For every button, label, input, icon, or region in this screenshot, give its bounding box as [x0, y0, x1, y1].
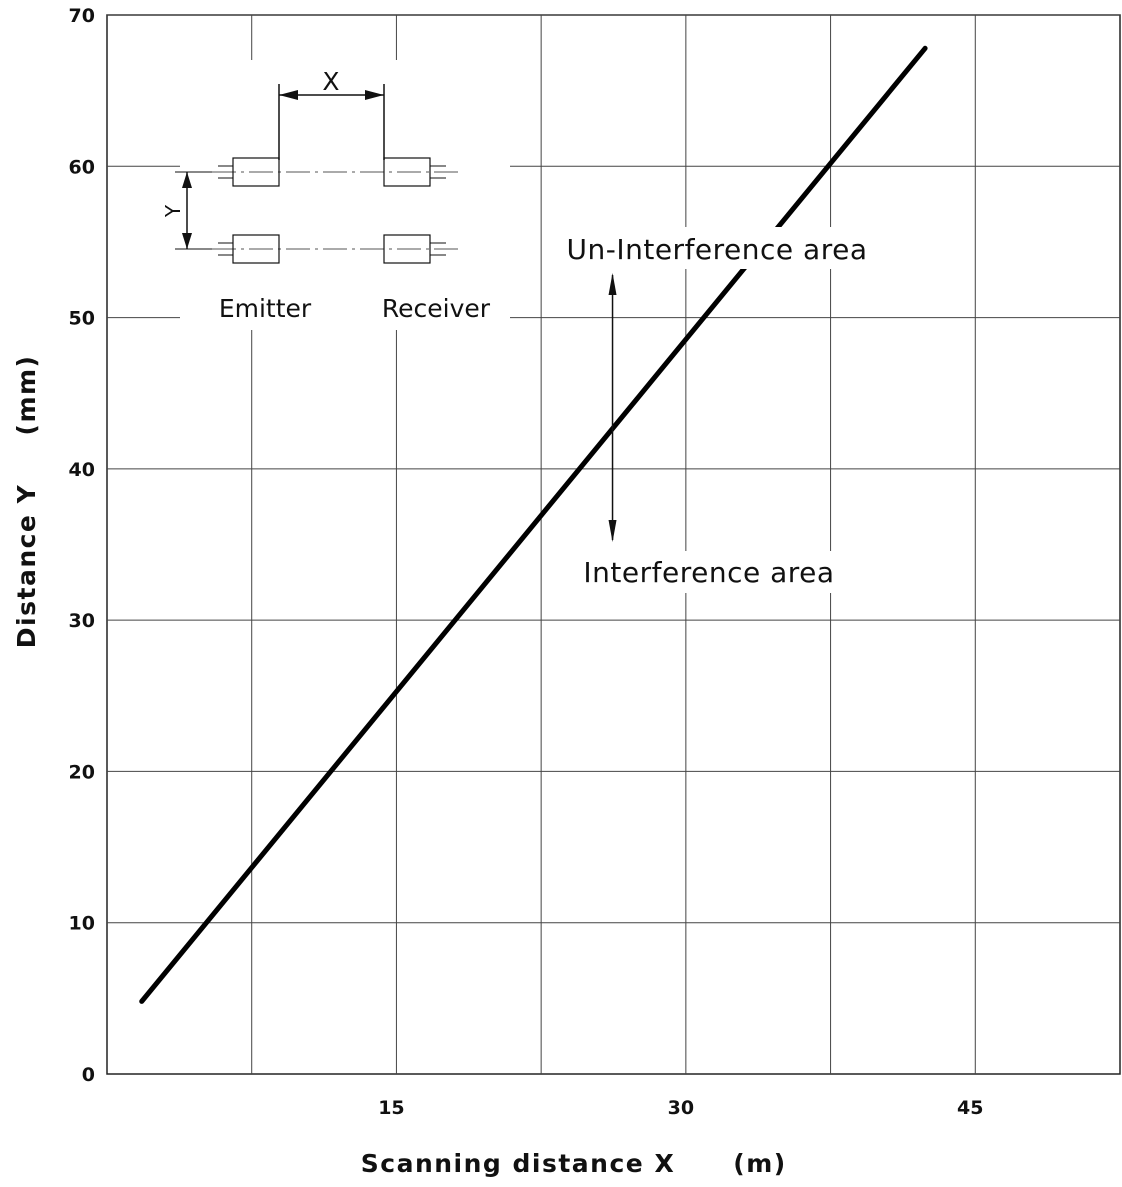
inset-emitter-top	[218, 157, 280, 187]
inset-background	[180, 60, 510, 330]
x-axis-title: Scanning distance X	[361, 1149, 675, 1178]
x-tick-label: 45	[957, 1097, 983, 1119]
inset-emitter-bottom	[218, 234, 280, 264]
y-tick-label: 10	[69, 913, 95, 935]
x-axis-unit: (m)	[733, 1149, 786, 1178]
inset-emitter-label: Emitter	[219, 294, 312, 323]
inset-y-arrowhead-top	[182, 172, 192, 188]
series-layer	[139, 45, 928, 1004]
inset-x-label: X	[322, 67, 339, 96]
interference-area-label: Interference area	[583, 556, 834, 589]
inset-y-label: Y	[161, 204, 185, 218]
y-tick-label: 0	[82, 1064, 95, 1086]
area-arrow-down-head	[608, 520, 617, 542]
un-interference-area-label: Un-Interference area	[567, 233, 868, 266]
area-annotation: Un-Interference area Interference area	[545, 227, 890, 593]
inset-receiver-bottom	[383, 234, 446, 264]
series-line	[139, 45, 928, 1004]
inset-x-arrowhead-left	[279, 90, 298, 100]
interference-label-background	[565, 551, 855, 593]
y-tick-label: 30	[69, 610, 95, 632]
y-axis-title: Distance Y	[12, 484, 41, 648]
y-tick-label: 50	[69, 308, 95, 330]
area-arrow-up-head	[608, 273, 617, 295]
inset-x-arrowhead-right	[365, 90, 384, 100]
inset-y-arrowhead-bottom	[182, 233, 192, 249]
un-interference-label-background	[545, 227, 890, 269]
y-tick-label: 40	[69, 459, 95, 481]
ticks-layer: 0 10 20 30 40 50 60 70 15 30 45	[69, 5, 984, 1119]
inset-receiver-label: Receiver	[382, 294, 491, 323]
inset-receiver-top	[383, 157, 446, 187]
inset-diagram: X Y	[161, 60, 510, 330]
x-tick-label: 15	[378, 1097, 404, 1119]
y-tick-label: 70	[69, 5, 95, 27]
x-tick-label: 30	[668, 1097, 694, 1119]
y-tick-label: 60	[69, 156, 95, 178]
y-axis-unit: (mm)	[12, 355, 41, 436]
y-tick-label: 20	[69, 761, 95, 783]
